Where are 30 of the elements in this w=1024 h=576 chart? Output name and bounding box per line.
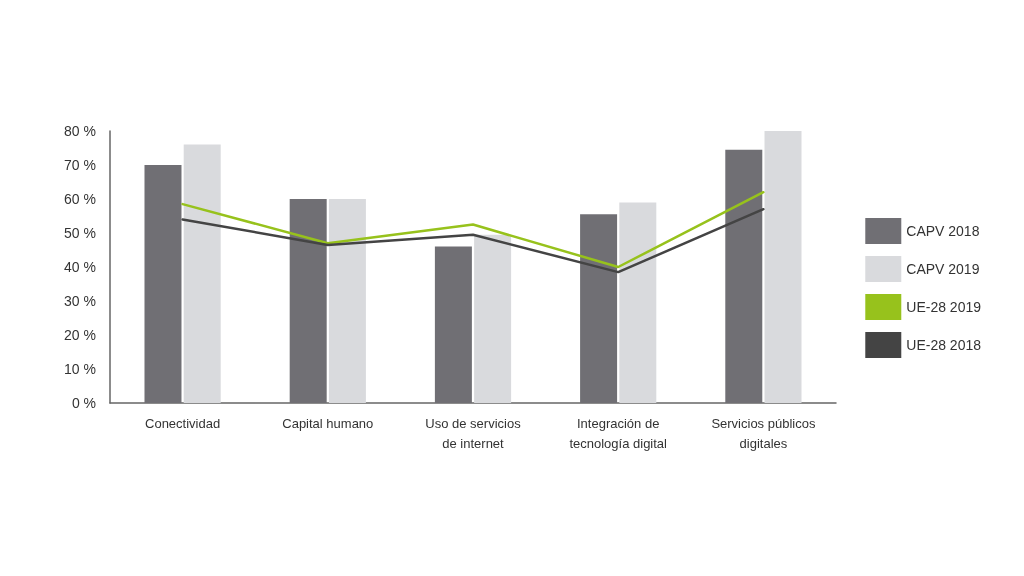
- bar: [619, 202, 657, 403]
- y-tick-label: 30 %: [64, 293, 96, 309]
- legend-label: CAPV 2018: [906, 223, 980, 239]
- bar: [183, 144, 221, 403]
- line-series: [181, 190, 765, 269]
- bar: [289, 199, 327, 403]
- y-tick-label: 10 %: [64, 361, 96, 377]
- x-tick-label: Servicios públicos digitales: [711, 415, 816, 451]
- bar: [144, 165, 182, 403]
- y-tick-label: 50 %: [64, 225, 96, 241]
- x-tick-label: Uso de servicios de internet: [425, 415, 522, 451]
- y-tick-label: 80 %: [64, 123, 96, 139]
- y-tick-label: 20 %: [64, 327, 96, 343]
- y-tick-label: 0 %: [71, 395, 96, 411]
- x-tick-label: Conectividad: [145, 415, 221, 431]
- y-tick-label: 70 %: [64, 157, 96, 173]
- x-tick-label: Capital humano: [282, 415, 374, 431]
- x-tick-label: Integración de tecnología digital: [569, 415, 668, 451]
- bar: [580, 214, 618, 403]
- legend-label: CAPV 2019: [906, 261, 980, 277]
- legend-label: UE-28 2019: [906, 299, 982, 315]
- legend-label: UE-28 2018: [906, 337, 982, 353]
- bar: [434, 246, 472, 403]
- y-tick-label: 60 %: [64, 191, 96, 207]
- line-series: [181, 207, 765, 274]
- bar: [764, 131, 802, 403]
- bar: [474, 234, 512, 403]
- bar: [328, 199, 366, 403]
- y-tick-label: 40 %: [64, 259, 96, 275]
- bar: [725, 149, 763, 403]
